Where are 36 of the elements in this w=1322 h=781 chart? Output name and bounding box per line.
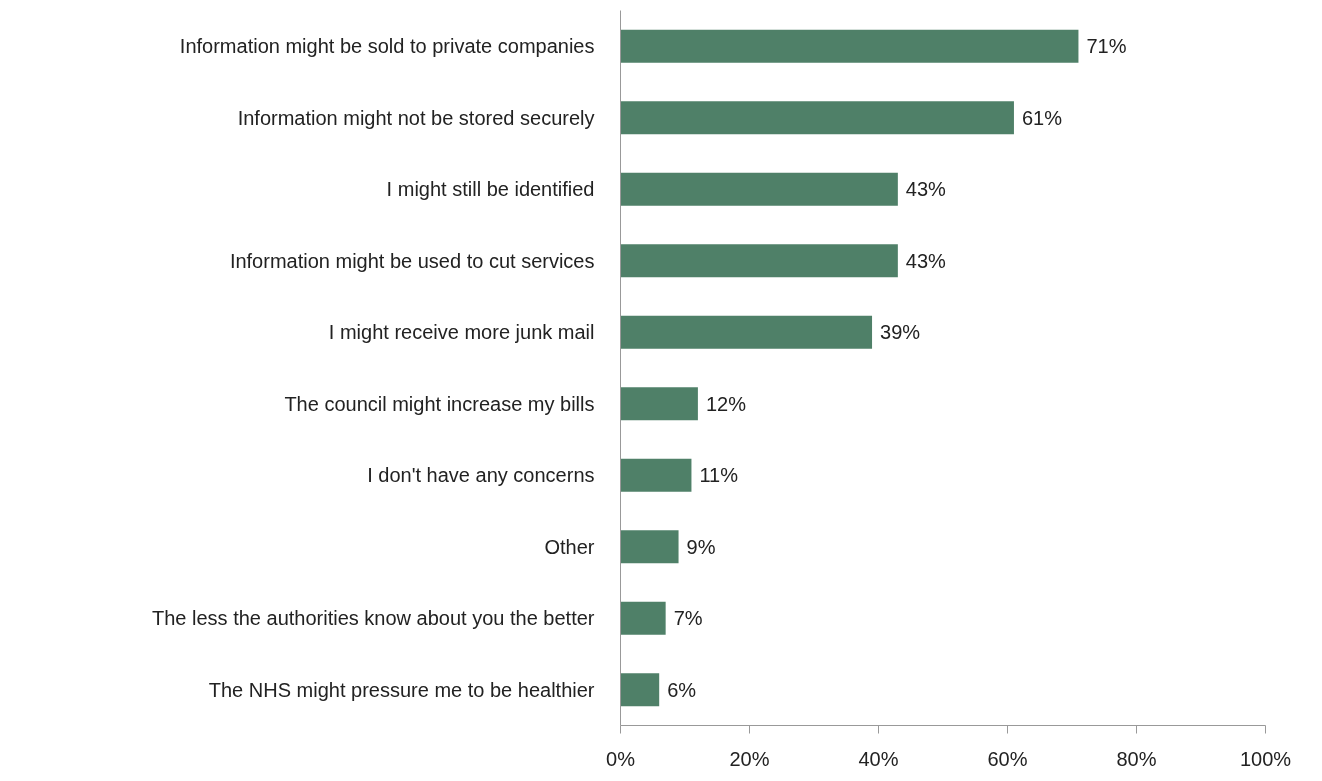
data-label: 71% (1086, 35, 1127, 58)
x-tick-label: 60% (987, 747, 1028, 770)
x-tick-label: 20% (729, 747, 770, 770)
y-tick-label: Information might be sold to private companies (179, 35, 595, 58)
data-label: 6% (667, 678, 697, 701)
data-label: 61% (1021, 106, 1063, 129)
x-tick-label: 0% (606, 747, 636, 770)
data-label: 9% (686, 535, 716, 558)
bar (620, 315, 873, 349)
bar (620, 458, 692, 492)
bar (620, 601, 666, 635)
y-tick-label: I might still be identified (386, 178, 595, 201)
y-tick-label: Information might be used to cut services (229, 249, 595, 272)
x-tick-label: 40% (858, 747, 899, 770)
data-label: 12% (705, 392, 747, 415)
bar (620, 172, 898, 206)
y-tick-label: Information might not be stored securely (237, 106, 595, 129)
bar (620, 387, 698, 421)
bar (620, 29, 1079, 63)
x-tick-label: 80% (1116, 747, 1157, 770)
bar (620, 244, 898, 278)
x-tick-label: 100% (1239, 747, 1292, 770)
y-tick-label: I don't have any concerns (367, 464, 595, 487)
data-label: 11% (699, 464, 739, 487)
bar (620, 530, 679, 564)
data-label: 39% (880, 321, 921, 344)
data-label: 43% (905, 178, 947, 201)
y-tick-label: The less the authorities know about you the better (152, 607, 595, 630)
data-label: 43% (905, 249, 947, 272)
bar (620, 673, 660, 707)
data-label: 7% (673, 607, 703, 630)
bar (620, 101, 1014, 135)
y-tick-label: The council might increase my bills (284, 392, 595, 415)
y-tick-label: Other (544, 535, 595, 558)
y-tick-label: The NHS might pressure me to be healthier (208, 678, 595, 701)
y-tick-label: I might receive more junk mail (328, 321, 595, 344)
